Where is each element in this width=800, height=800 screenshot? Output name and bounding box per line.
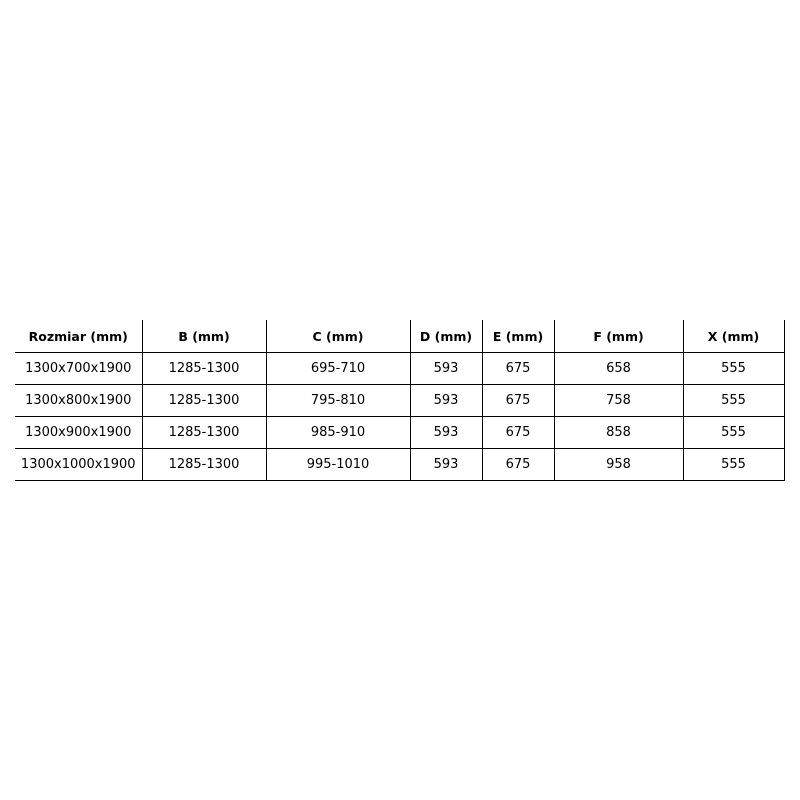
- table-cell: 985-910: [265, 416, 410, 449]
- table-cell: 995-1010: [265, 448, 410, 481]
- table-cell: 1300x700x1900: [15, 352, 142, 385]
- table-cell: 1300x1000x1900: [15, 448, 142, 481]
- table-cell: 675: [481, 416, 554, 449]
- dimensions-table: Rozmiar (mm) B (mm) C (mm) D (mm) E (mm)…: [15, 320, 785, 481]
- header-cell: C (mm): [265, 320, 410, 353]
- header-cell: E (mm): [481, 320, 554, 353]
- table-cell: 695-710: [265, 352, 410, 385]
- header-cell: Rozmiar (mm): [15, 320, 142, 353]
- header-cell: D (mm): [409, 320, 482, 353]
- table-cell: 555: [682, 416, 785, 449]
- table-cell: 1300x900x1900: [15, 416, 142, 449]
- table-row: 1300x800x1900 1285-1300 795-810 593 675 758 55…: [15, 384, 785, 417]
- table-cell: 675: [481, 448, 554, 481]
- table-cell: 658: [553, 352, 683, 385]
- table-cell: 593: [409, 448, 482, 481]
- header-cell: X (mm): [682, 320, 785, 353]
- table-cell: 858: [553, 416, 683, 449]
- table-row: 1300x1000x1900 1285-1300 995-1010 593 675 958…: [15, 448, 785, 481]
- table-cell: 593: [409, 416, 482, 449]
- table-cell: 758: [553, 384, 683, 417]
- table-cell: 675: [481, 384, 554, 417]
- table-cell: 1285-1300: [141, 416, 266, 449]
- table-cell: 1300x800x1900: [15, 384, 142, 417]
- table-row: 1300x700x1900 1285-1300 695-710 593 675 658 55…: [15, 352, 785, 385]
- header-row: Rozmiar (mm) B (mm) C (mm) D (mm) E (mm)…: [15, 320, 785, 353]
- table-cell: 958: [553, 448, 683, 481]
- table-cell: 1285-1300: [141, 448, 266, 481]
- table-cell: 1285-1300: [141, 352, 266, 385]
- header-cell: F (mm): [553, 320, 683, 353]
- header-cell: B (mm): [141, 320, 266, 353]
- table-cell: 555: [682, 352, 785, 385]
- table-cell: 1285-1300: [141, 384, 266, 417]
- table-cell: 593: [409, 352, 482, 385]
- table-cell: 555: [682, 448, 785, 481]
- table-row: 1300x900x1900 1285-1300 985-910 593 675 858 55…: [15, 416, 785, 449]
- table-cell: 555: [682, 384, 785, 417]
- table-cell: 795-810: [265, 384, 410, 417]
- table-cell: 675: [481, 352, 554, 385]
- table-cell: 593: [409, 384, 482, 417]
